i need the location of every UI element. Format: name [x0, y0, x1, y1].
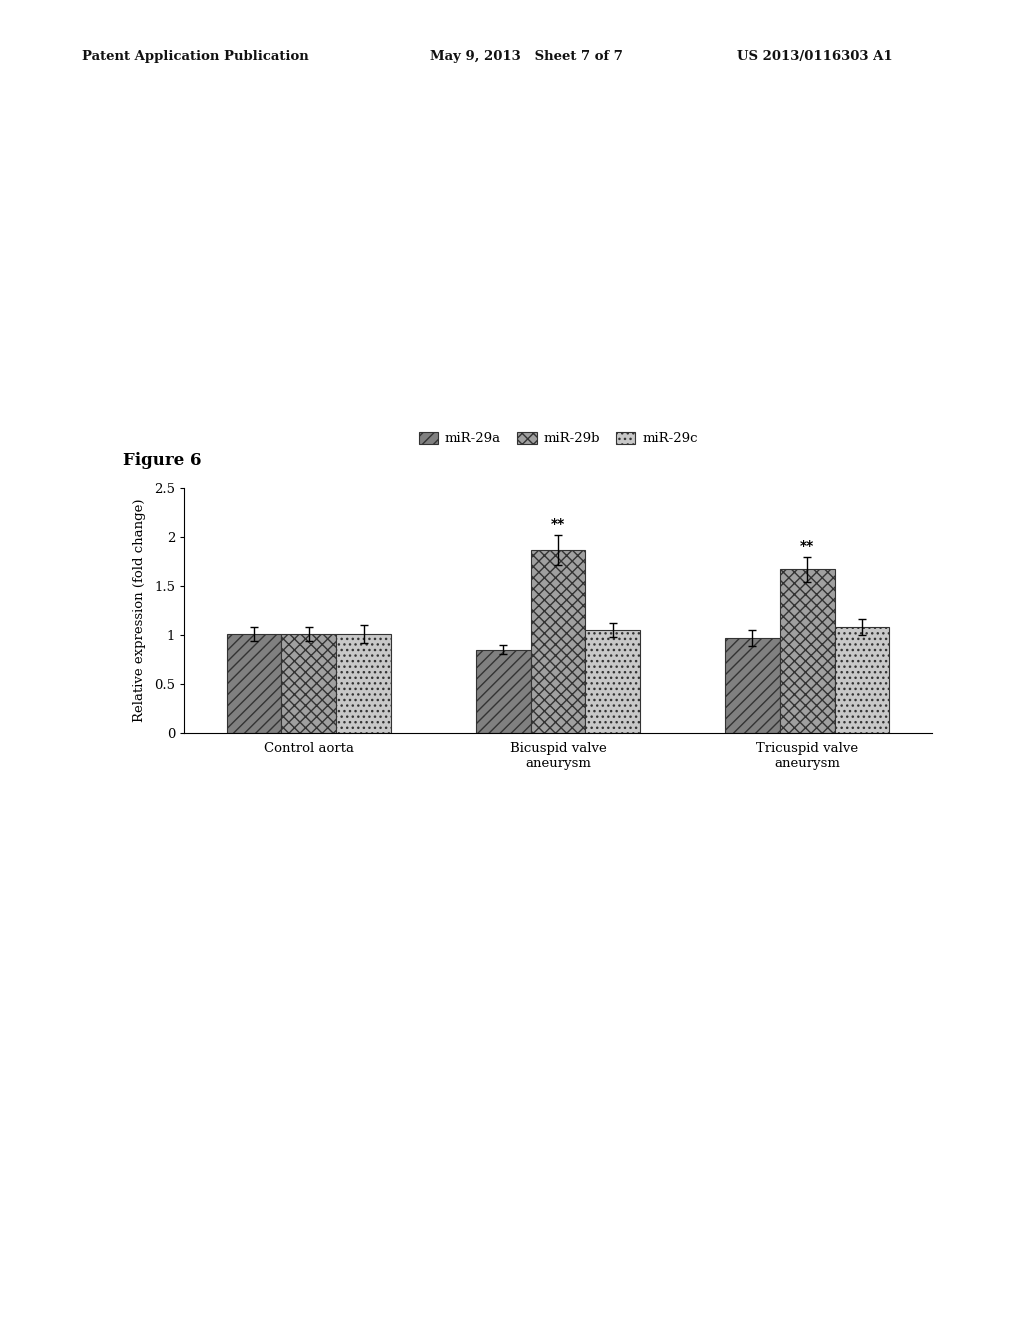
Bar [725, 638, 780, 733]
Bar [586, 630, 640, 733]
Bar [282, 634, 336, 733]
Bar [226, 634, 282, 733]
Text: US 2013/0116303 A1: US 2013/0116303 A1 [737, 50, 893, 63]
Bar [835, 627, 890, 733]
Bar [530, 550, 586, 733]
Text: Patent Application Publication: Patent Application Publication [82, 50, 308, 63]
Legend: miR-29a, miR-29b, miR-29c: miR-29a, miR-29b, miR-29c [414, 426, 702, 450]
Bar [336, 634, 391, 733]
Y-axis label: Relative expression (fold change): Relative expression (fold change) [133, 499, 146, 722]
Text: **: ** [800, 539, 814, 553]
Text: Figure 6: Figure 6 [123, 451, 202, 469]
Bar [780, 569, 835, 733]
Bar [476, 649, 530, 733]
Text: May 9, 2013   Sheet 7 of 7: May 9, 2013 Sheet 7 of 7 [430, 50, 623, 63]
Text: **: ** [551, 517, 565, 532]
